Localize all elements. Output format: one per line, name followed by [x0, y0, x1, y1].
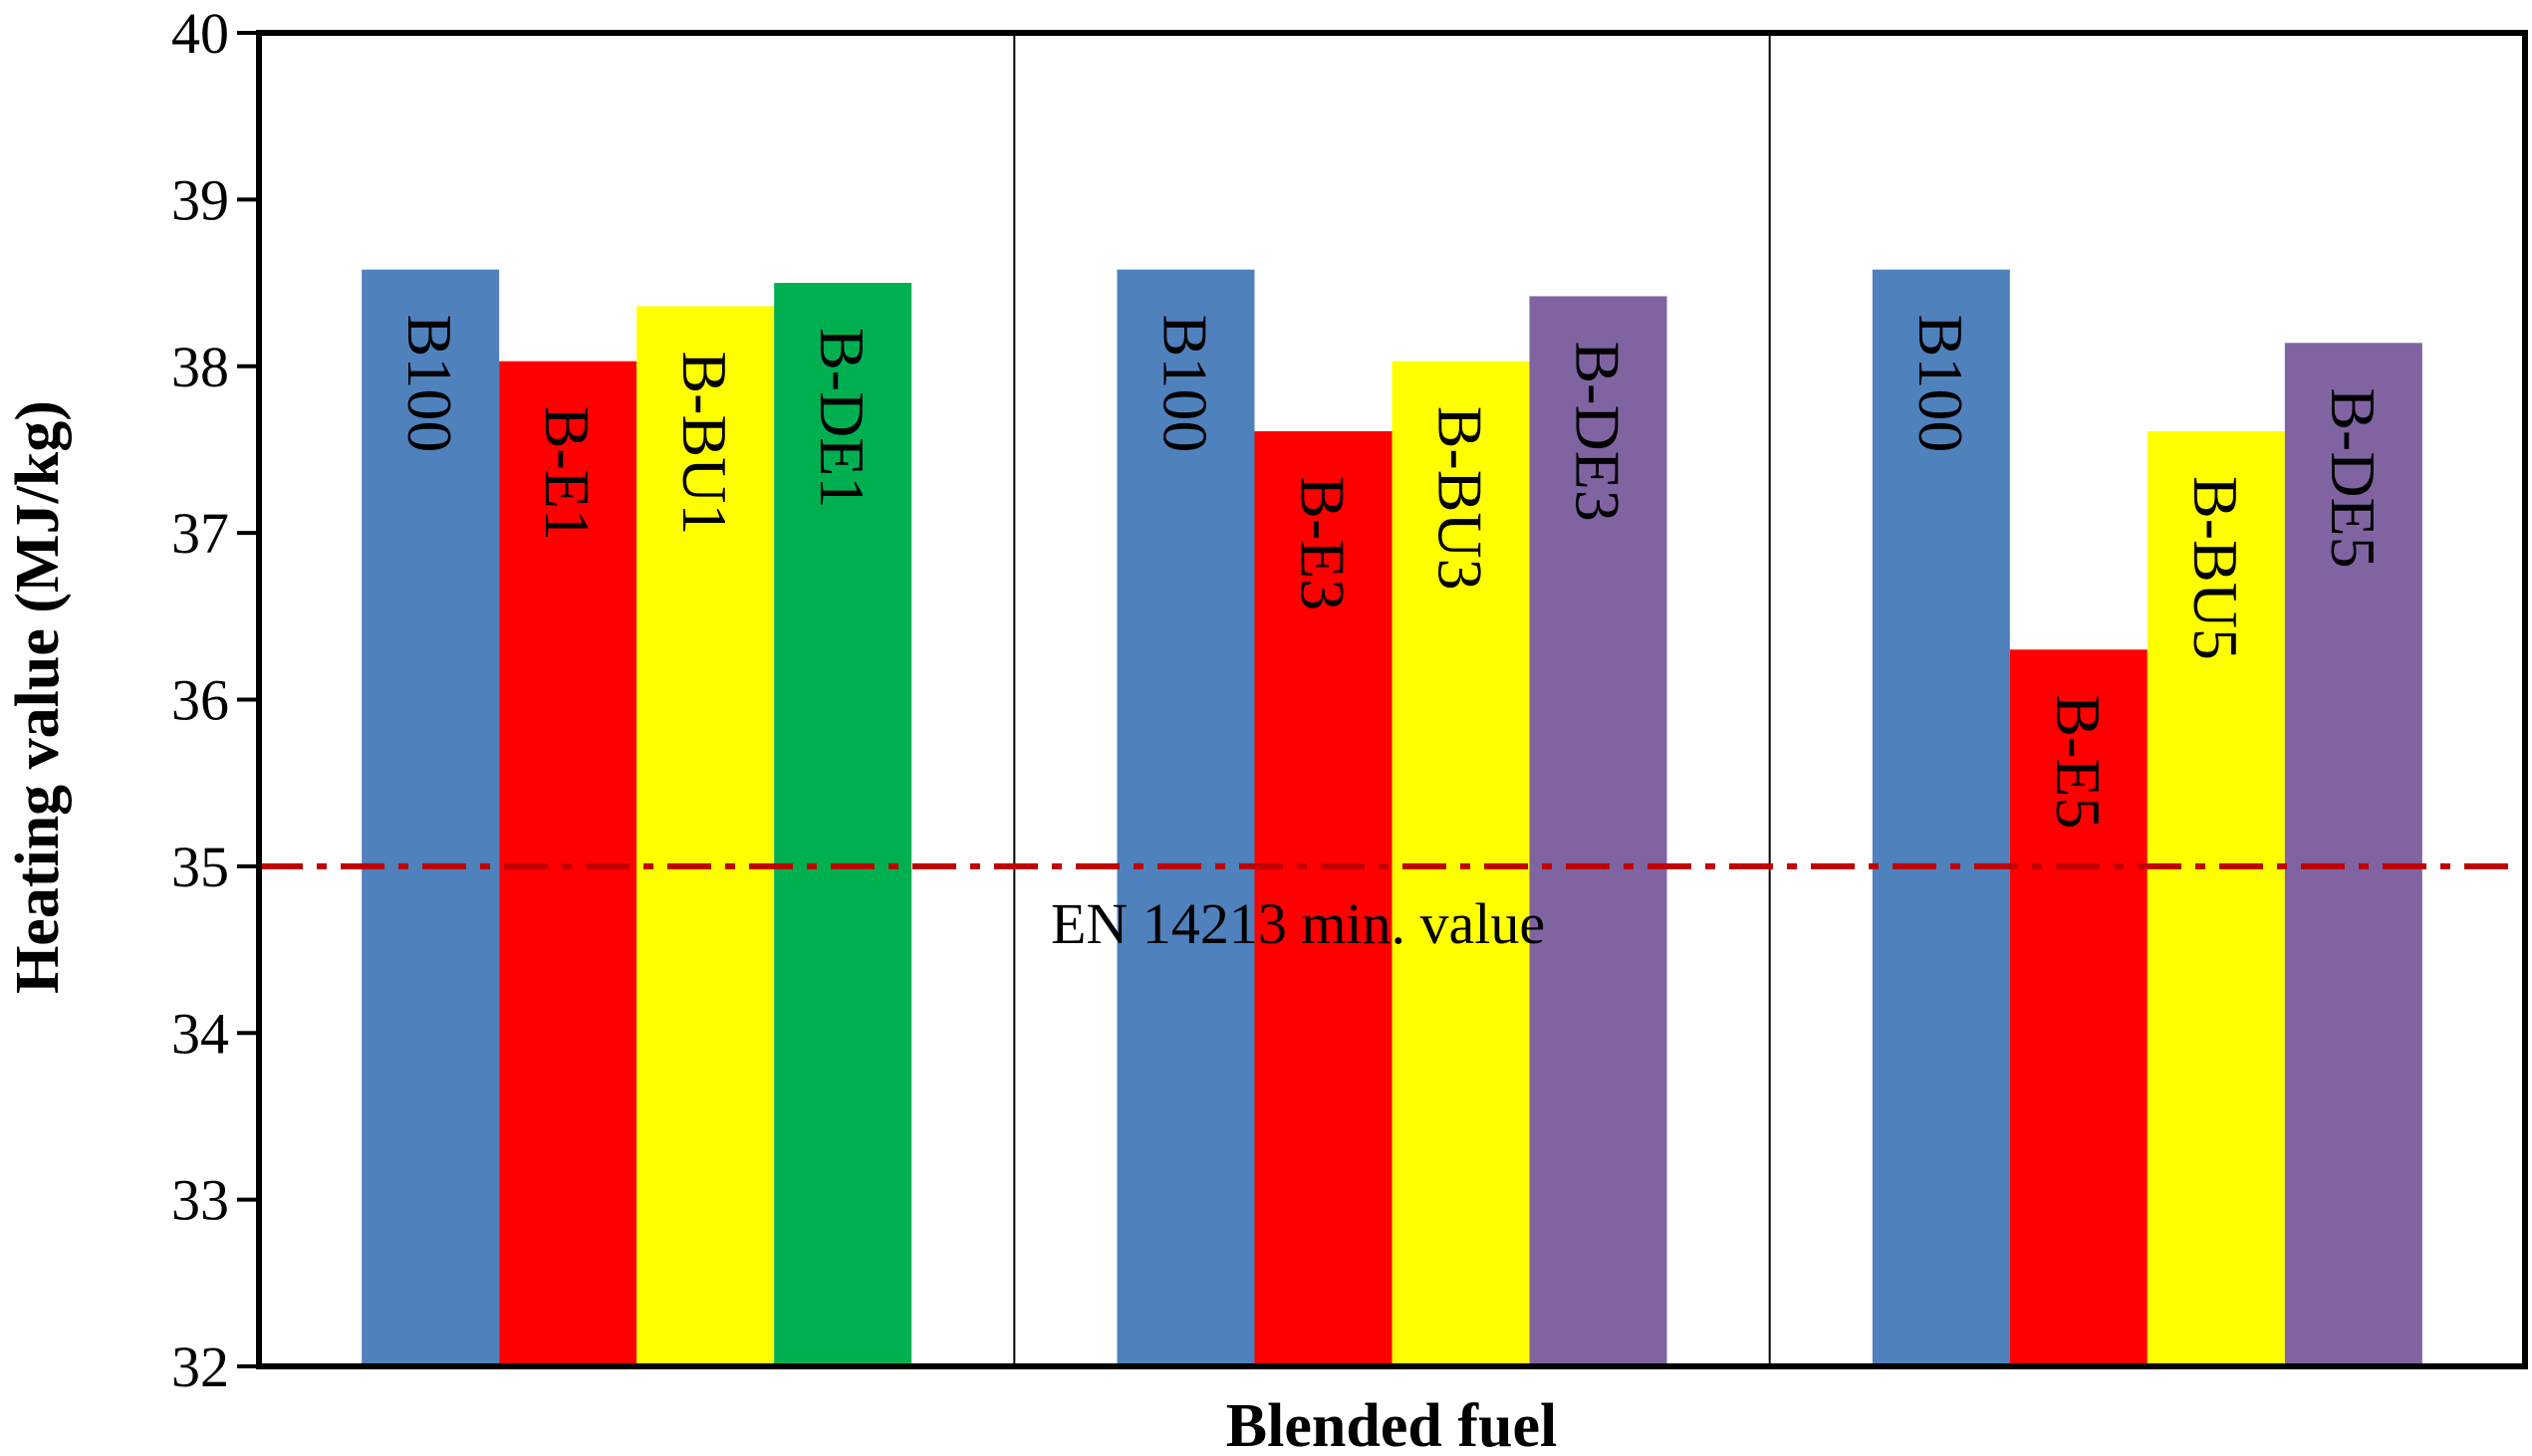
bar-label-b-de1: B-DE1: [807, 328, 878, 508]
bar-b-de5: [2284, 343, 2422, 1366]
bar-b-bu5: [2147, 431, 2285, 1366]
bar-label-b100: B100: [394, 315, 465, 453]
bar-b100: [362, 269, 500, 1366]
bars-layer: [362, 269, 2422, 1366]
bar-label-b-e1: B-E1: [532, 406, 603, 541]
bar-b100: [1872, 269, 2010, 1366]
bar-label-b-de3: B-DE3: [1563, 341, 1634, 521]
y-tick-label: 35: [171, 835, 229, 899]
y-axis-title: Heating value (MJ/kg): [4, 400, 72, 994]
y-axis: 32 33 34 35 36 37 38 39 40: [171, 1, 259, 1399]
y-tick-label: 37: [171, 501, 229, 566]
bar-b-bu1: [636, 306, 775, 1366]
bar-b-de3: [1529, 296, 1667, 1366]
bar-label-b-e5: B-E5: [2043, 694, 2114, 829]
y-tick-label: 39: [171, 167, 229, 232]
y-tick-label: 32: [171, 1335, 229, 1399]
bar-label-b-bu3: B-BU3: [1425, 406, 1496, 591]
group-separators: [1013, 33, 1771, 1366]
x-axis-title: Blended fuel: [1226, 1392, 1557, 1456]
bar-label-b-bu1: B-BU1: [669, 351, 740, 535]
bar-label-b-de5: B-DE5: [2318, 387, 2389, 568]
bar-label-b100: B100: [1905, 315, 1976, 453]
y-tick-label: 33: [171, 1168, 229, 1233]
y-tick-label: 36: [171, 668, 229, 733]
bar-b-de1: [774, 283, 912, 1366]
bar-b100: [1117, 269, 1255, 1366]
bar-label-b100: B100: [1150, 315, 1221, 453]
y-tick-label: 34: [171, 1001, 229, 1066]
reference-line-layer: EN 14213 min. value: [259, 862, 2525, 956]
y-tick-label: 40: [171, 1, 229, 66]
reference-line-label: EN 14213 min. value: [1051, 891, 1545, 956]
bar-labels-layer: B100 B-E1 B-BU1 B-DE1 B100 B-E3 B-BU3 B-DE3 B100…: [394, 315, 2389, 830]
bar-label-b-bu5: B-BU5: [2180, 476, 2251, 660]
bar-label-b-e3: B-E3: [1288, 476, 1359, 610]
bar-b-e3: [1254, 431, 1393, 1366]
bar-b-e5: [2009, 649, 2148, 1366]
y-tick-label: 38: [171, 335, 229, 399]
